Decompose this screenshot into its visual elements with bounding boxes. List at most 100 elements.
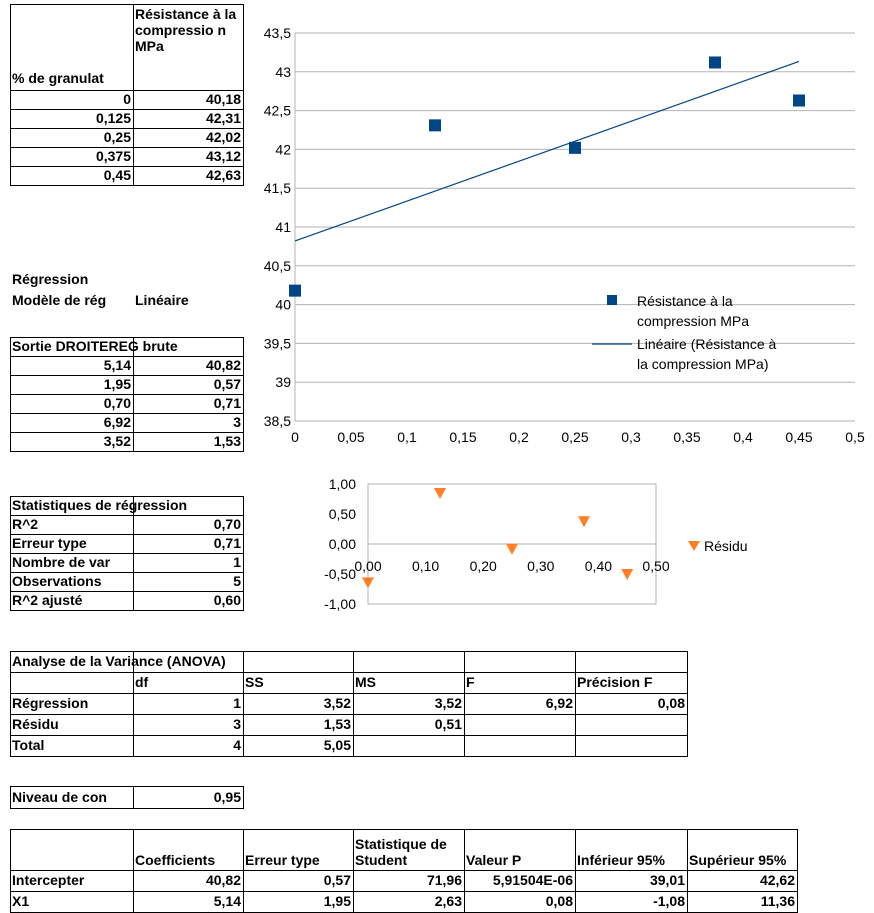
x-tick-label: 0,20 xyxy=(470,558,497,574)
regression-title[interactable]: Régression xyxy=(12,271,89,287)
coef-cell[interactable]: 40,82 xyxy=(205,872,241,888)
anova-cell[interactable]: 6,92 xyxy=(545,695,573,711)
linest-title[interactable]: Sortie DROITEREG brute xyxy=(12,338,178,354)
anova-cell[interactable]: Régression xyxy=(12,695,89,711)
coef-cell[interactable]: 0,57 xyxy=(323,872,351,888)
scatter-chart-residuals: -1,00-0,500,000,501,000,00 0,10 0,20 0,30 0,… xyxy=(324,476,748,612)
reg-stats-value[interactable]: 1 xyxy=(233,554,241,570)
reg-stats-value[interactable]: 5 xyxy=(233,573,241,589)
reg-stats-label[interactable]: Erreur type xyxy=(12,535,87,551)
cell-border xyxy=(10,591,244,592)
coef-cell[interactable]: -1,08 xyxy=(653,893,685,909)
anova-cell[interactable]: 3 xyxy=(233,716,241,732)
reg-stats-title[interactable]: Statistiques de régression xyxy=(12,497,188,513)
reg-stats-value[interactable]: 0,60 xyxy=(213,592,241,608)
coef-cell[interactable]: 2,63 xyxy=(434,893,462,909)
data-cell-granulat[interactable]: 0,375 xyxy=(95,148,131,164)
coef-cell[interactable]: 11,36 xyxy=(760,893,795,909)
linest-cell[interactable]: 0,70 xyxy=(103,395,131,411)
coef-cell[interactable]: 39,01 xyxy=(649,872,685,888)
cell-border xyxy=(10,128,244,129)
linest-cell[interactable]: 3 xyxy=(233,414,241,430)
coef-cell[interactable]: 71,96 xyxy=(426,872,462,888)
anova-cell[interactable]: Résidu xyxy=(12,716,59,732)
reg-stats-value[interactable]: 0,71 xyxy=(213,535,241,551)
model-value[interactable]: Linéaire xyxy=(135,292,189,308)
anova-cell[interactable]: 5,05 xyxy=(323,737,351,753)
coef-cell[interactable]: 1,95 xyxy=(323,893,351,909)
data-cell-granulat[interactable]: 0,125 xyxy=(95,110,131,126)
cell-border xyxy=(10,185,244,186)
column-header-granulat[interactable]: % de granulat xyxy=(12,70,104,86)
anova-header[interactable]: MS xyxy=(355,674,376,690)
linest-cell[interactable]: 5,14 xyxy=(103,357,131,373)
anova-header[interactable]: Précision F xyxy=(577,674,653,690)
coef-cell[interactable]: 42,62 xyxy=(759,872,795,888)
linest-cell[interactable]: 0,71 xyxy=(213,395,241,411)
anova-cell[interactable]: Total xyxy=(12,737,45,753)
cell-border xyxy=(133,651,134,756)
legend-label-trend: Linéaire (Résistance à xyxy=(637,336,777,352)
data-cell-resistance[interactable]: 42,31 xyxy=(205,110,241,126)
coef-header[interactable]: Coefficients xyxy=(135,852,216,868)
data-point xyxy=(569,141,581,154)
anova-cell[interactable]: 0,08 xyxy=(657,695,685,711)
linest-cell[interactable]: 40,82 xyxy=(205,357,241,373)
y-tick-label: 39 xyxy=(275,374,291,390)
linest-cell[interactable]: 0,57 xyxy=(213,376,241,392)
legend-marker-residu xyxy=(688,541,700,551)
anova-cell[interactable]: 0,51 xyxy=(434,716,462,732)
linest-cell[interactable]: 6,92 xyxy=(103,414,131,430)
linest-cell[interactable]: 1,53 xyxy=(213,433,241,449)
data-cell-granulat[interactable]: 0,45 xyxy=(103,167,131,183)
data-cell-resistance[interactable]: 42,63 xyxy=(205,167,241,183)
anova-title[interactable]: Analyse de la Variance (ANOVA) xyxy=(12,653,226,669)
reg-stats-label[interactable]: Observations xyxy=(12,573,102,589)
data-cell-resistance[interactable]: 42,02 xyxy=(205,129,241,145)
coef-cell[interactable]: 5,14 xyxy=(213,893,241,909)
y-tick-label: 0,00 xyxy=(329,536,356,552)
data-point xyxy=(289,284,301,297)
data-cell-granulat[interactable]: 0,25 xyxy=(103,129,131,145)
x-tick-label: 0 xyxy=(291,429,299,445)
coef-cell[interactable]: Intercepter xyxy=(12,872,85,888)
cell-border xyxy=(243,829,244,912)
coef-cell[interactable]: X1 xyxy=(12,893,30,909)
anova-header[interactable]: F xyxy=(466,674,475,690)
reg-stats-label[interactable]: R^2 ajusté xyxy=(12,592,83,608)
anova-header[interactable]: SS xyxy=(245,674,264,690)
confidence-value[interactable]: 0,95 xyxy=(213,789,241,805)
model-label[interactable]: Modèle de rég xyxy=(12,292,107,308)
confidence-label[interactable]: Niveau de con xyxy=(12,789,107,805)
linest-cell[interactable]: 1,95 xyxy=(103,376,131,392)
y-tick-label: 40 xyxy=(275,297,291,313)
column-header-resistance[interactable]: Résistance à la compressio n MPa xyxy=(135,6,237,54)
anova-header[interactable]: df xyxy=(135,674,149,690)
anova-cell[interactable]: 1 xyxy=(233,695,241,711)
coef-header[interactable]: Statistique de Student xyxy=(355,836,447,868)
anova-cell[interactable]: 3,52 xyxy=(434,695,462,711)
coef-cell[interactable]: 5,91504E-06 xyxy=(492,872,573,888)
reg-stats-value[interactable]: 0,70 xyxy=(213,516,241,532)
coef-header[interactable]: Supérieur 95% xyxy=(689,852,787,868)
linest-cell[interactable]: 3,52 xyxy=(103,433,131,449)
reg-stats-label[interactable]: R^2 xyxy=(12,516,39,532)
anova-cell[interactable]: 1,53 xyxy=(323,716,351,732)
coef-header[interactable]: Valeur P xyxy=(466,852,522,868)
cell-border xyxy=(133,90,134,185)
coef-header[interactable]: Erreur type xyxy=(245,852,320,868)
y-tick-label: 42,5 xyxy=(264,103,291,119)
data-cell-resistance[interactable]: 43,12 xyxy=(205,148,241,164)
anova-cell[interactable]: 3,52 xyxy=(323,695,351,711)
reg-stats-label[interactable]: Nombre de var xyxy=(12,554,111,570)
data-cell-granulat[interactable]: 0 xyxy=(123,91,131,107)
y-tick-label: 38,5 xyxy=(264,413,291,429)
cell-border xyxy=(10,109,244,110)
cell-border xyxy=(797,829,798,912)
coef-header[interactable]: Inférieur 95% xyxy=(577,852,665,868)
data-cell-resistance[interactable]: 40,18 xyxy=(205,91,241,107)
cell-border xyxy=(243,337,244,451)
coef-cell[interactable]: 0,08 xyxy=(545,893,573,909)
data-point xyxy=(709,56,721,69)
anova-cell[interactable]: 4 xyxy=(233,737,241,753)
